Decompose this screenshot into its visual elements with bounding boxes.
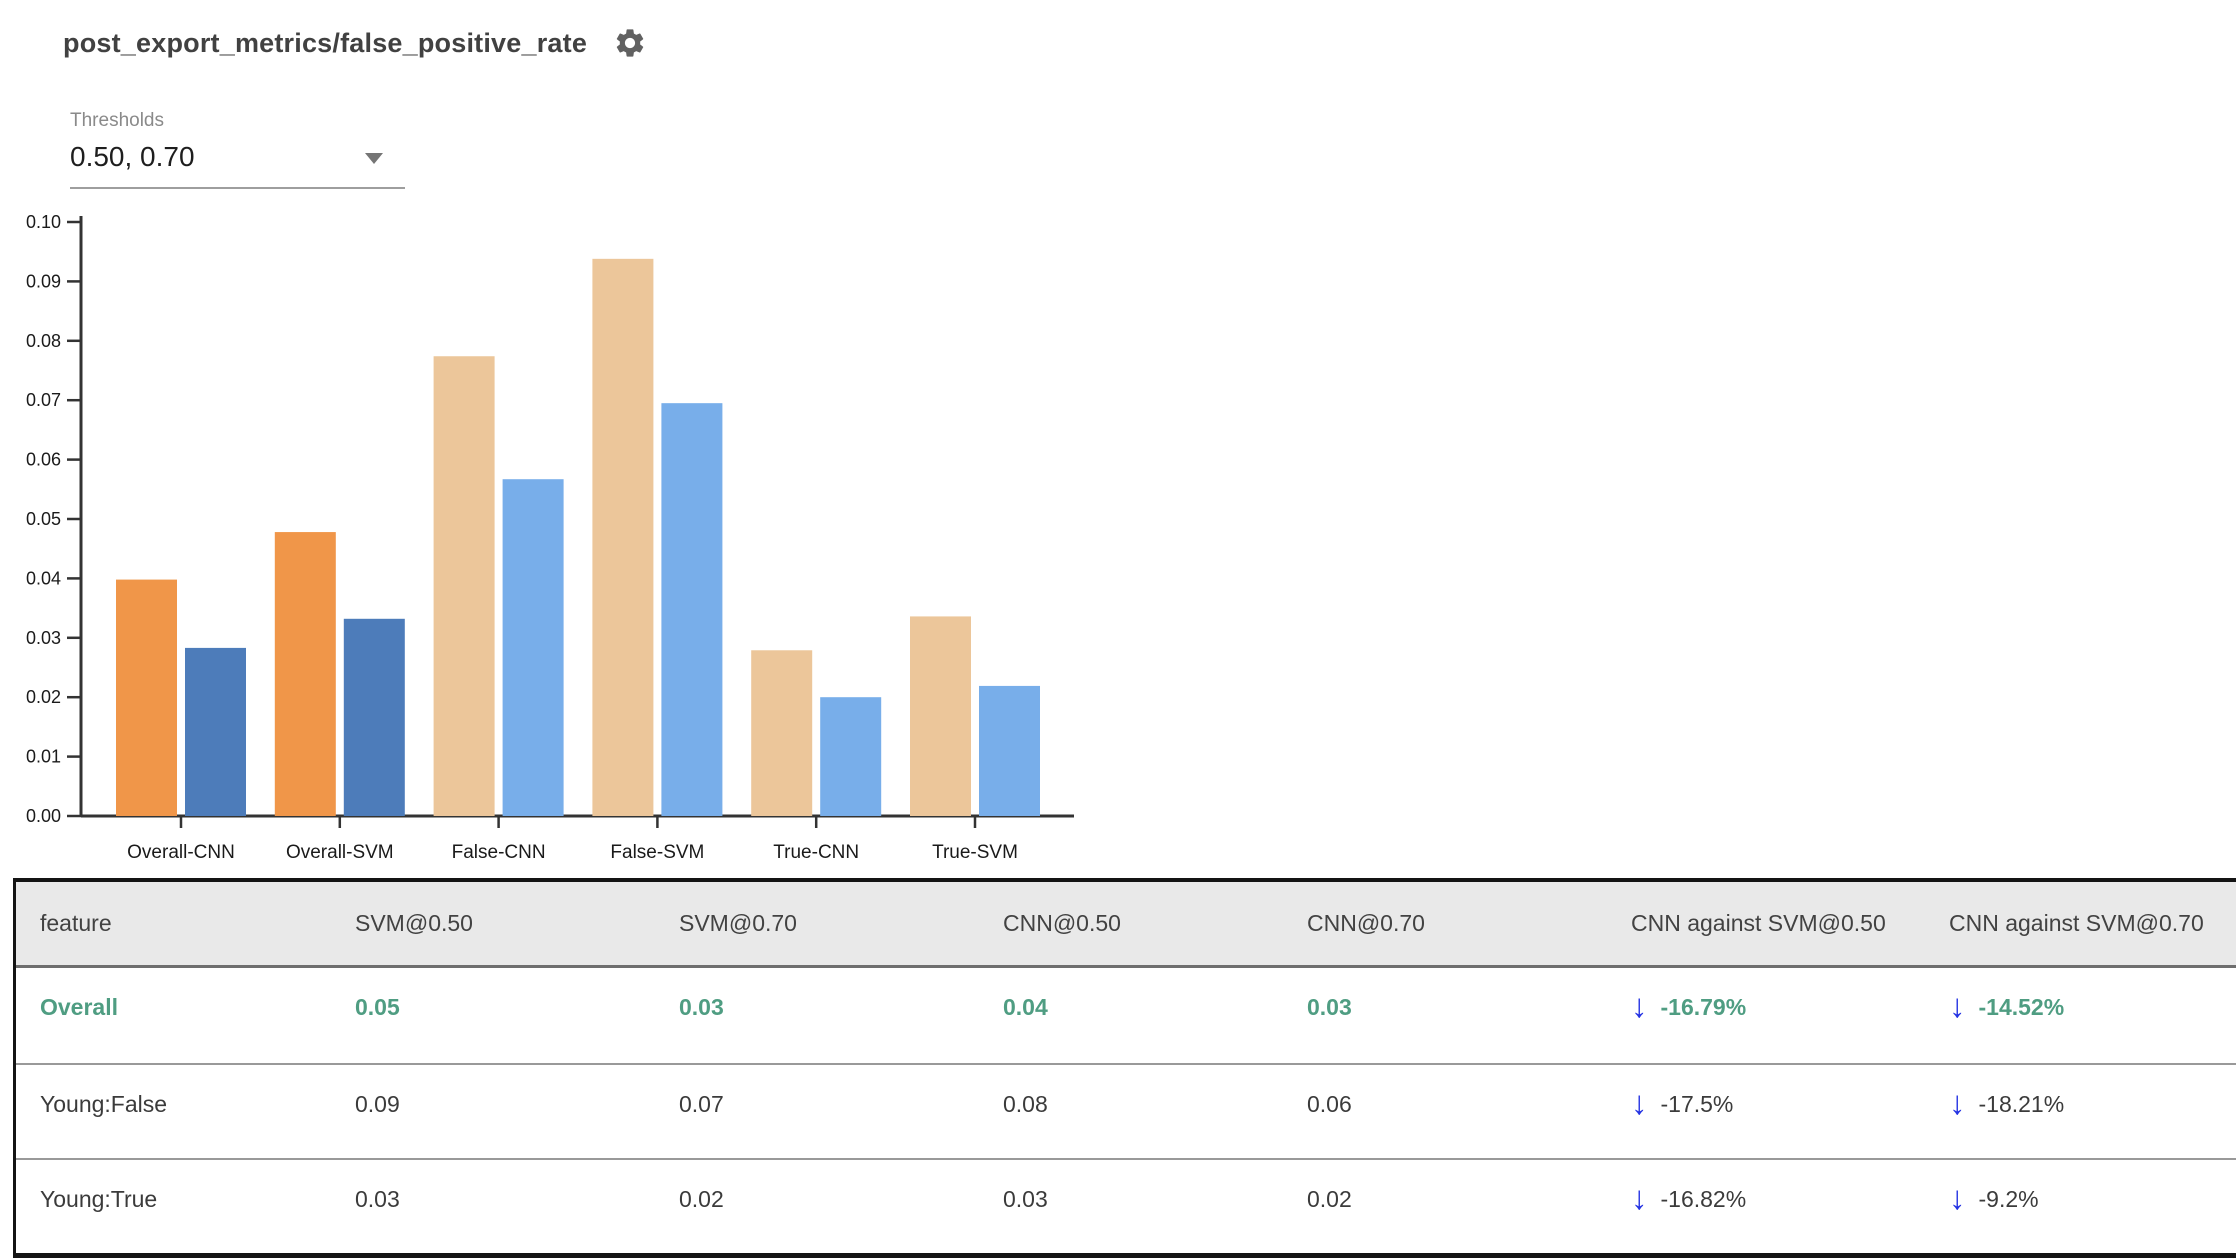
x-axis-category-label: False-CNN <box>452 842 546 863</box>
feature-cell: Young:True <box>40 1186 158 1212</box>
delta-value: -9.2% <box>1978 1186 2039 1212</box>
metric-value-cell: 0.03 <box>355 1186 400 1212</box>
down-arrow-icon: ↓ <box>1631 1084 1648 1121</box>
table-header-row: feature SVM@0.50 SVM@0.70 CNN@0.50 CNN@0.70 C… <box>16 882 2236 968</box>
delta-cell: ↓ -9.2% <box>1925 1160 2236 1216</box>
gear-icon[interactable] <box>613 26 647 60</box>
delta-cell: ↓ -18.21% <box>1925 1065 2236 1121</box>
down-arrow-icon: ↓ <box>1631 987 1648 1024</box>
down-arrow-icon: ↓ <box>1949 987 1966 1024</box>
y-axis-tick-label: 0.09 <box>26 271 61 291</box>
chevron-down-icon <box>365 153 383 164</box>
delta-value: -17.5% <box>1660 1091 1734 1117</box>
metric-value-cell: 0.04 <box>1003 994 1048 1020</box>
metric-value-cell: 0.02 <box>1307 1186 1352 1212</box>
y-axis-tick-label: 0.02 <box>26 687 61 707</box>
y-axis-tick-label: 0.04 <box>26 568 61 588</box>
bar-False-SVM-threshold0.50 <box>592 258 654 816</box>
metric-value-cell: 0.03 <box>1003 1186 1048 1212</box>
column-header-cnn-0-50: CNN@0.50 <box>1003 910 1121 936</box>
metric-value-cell: 0.03 <box>1307 994 1352 1020</box>
down-arrow-icon: ↓ <box>1631 1179 1648 1216</box>
delta-value: -16.79% <box>1660 994 1747 1020</box>
y-axis-tick-label: 0.08 <box>26 331 61 351</box>
metric-value-cell: 0.02 <box>679 1186 724 1212</box>
metric-header: post_export_metrics/false_positive_rate <box>63 26 647 60</box>
bar-Overall-CNN-threshold0.70 <box>185 647 246 816</box>
y-axis-tick-label: 0.05 <box>26 509 61 529</box>
table-row-young-false: Young:False 0.09 0.07 0.08 0.06 ↓ -17.5% ↓ -18.2… <box>16 1063 2236 1158</box>
bar-True-SVM-threshold0.50 <box>910 616 971 816</box>
bar-True-CNN-threshold0.50 <box>751 650 813 816</box>
bar-False-CNN-threshold0.70 <box>502 479 564 816</box>
bar-Overall-CNN-threshold0.50 <box>116 579 177 816</box>
delta-cell: ↓ -16.79% <box>1607 968 1925 1024</box>
y-axis-tick-label: 0.10 <box>26 212 61 232</box>
y-axis-tick-label: 0.00 <box>26 806 61 826</box>
column-header-cnn-against-svm-0-70: CNN against SVM@0.70 <box>1949 910 2204 936</box>
delta-value: -14.52% <box>1978 994 2065 1020</box>
x-axis-category-label: False-SVM <box>610 842 704 863</box>
delta-cell: ↓ -17.5% <box>1607 1065 1925 1121</box>
column-header-svm-0-70: SVM@0.70 <box>679 910 797 936</box>
thresholds-label: Thresholds <box>70 110 164 131</box>
bar-False-CNN-threshold0.50 <box>433 356 495 816</box>
down-arrow-icon: ↓ <box>1949 1084 1966 1121</box>
feature-cell: Overall <box>40 994 118 1020</box>
metric-value-cell: 0.03 <box>679 994 724 1020</box>
thresholds-value: 0.50, 0.70 <box>70 141 195 172</box>
x-axis-category-label: Overall-SVM <box>286 842 394 863</box>
y-axis-tick-label: 0.07 <box>26 390 61 410</box>
thresholds-dropdown[interactable]: Thresholds 0.50, 0.70 <box>70 110 405 189</box>
y-axis-tick-label: 0.01 <box>26 747 61 767</box>
feature-cell: Young:False <box>40 1091 168 1117</box>
bar-Overall-SVM-threshold0.50 <box>274 532 336 816</box>
table-row-young-true: Young:True 0.03 0.02 0.03 0.02 ↓ -16.82% ↓ -9.2% <box>16 1158 2236 1253</box>
y-axis-tick-label: 0.06 <box>26 450 61 470</box>
x-axis-category-label: True-CNN <box>773 842 859 863</box>
x-axis-category-label: Overall-CNN <box>127 842 235 863</box>
column-header-feature: feature <box>40 910 112 936</box>
page-title: post_export_metrics/false_positive_rate <box>63 27 588 58</box>
delta-cell: ↓ -14.52% <box>1925 968 2236 1024</box>
delta-value: -16.82% <box>1660 1186 1747 1212</box>
metric-value-cell: 0.06 <box>1307 1091 1352 1117</box>
metric-value-cell: 0.05 <box>355 994 400 1020</box>
metric-value-cell: 0.07 <box>679 1091 724 1117</box>
y-axis-tick-label: 0.03 <box>26 628 61 648</box>
delta-cell: ↓ -16.82% <box>1607 1160 1925 1216</box>
down-arrow-icon: ↓ <box>1949 1179 1966 1216</box>
bar-Overall-SVM-threshold0.70 <box>343 618 405 816</box>
column-header-svm-0-50: SVM@0.50 <box>355 910 473 936</box>
bar-True-CNN-threshold0.70 <box>820 697 882 816</box>
column-header-cnn-0-70: CNN@0.70 <box>1307 910 1425 936</box>
bar-False-SVM-threshold0.70 <box>661 403 723 816</box>
thresholds-select[interactable]: 0.50, 0.70 <box>70 141 405 189</box>
table-body: Overall 0.05 0.03 0.04 0.03 ↓ -16.79% ↓ -14.52% Y… <box>16 968 2236 1253</box>
delta-value: -18.21% <box>1978 1091 2065 1117</box>
metrics-table: feature SVM@0.50 SVM@0.70 CNN@0.50 CNN@0.70 C… <box>13 878 2236 1258</box>
metric-value-cell: 0.08 <box>1003 1091 1048 1117</box>
table-row-overall: Overall 0.05 0.03 0.04 0.03 ↓ -16.79% ↓ -14.52% <box>16 968 2236 1063</box>
column-header-cnn-against-svm-0-50: CNN against SVM@0.50 <box>1631 910 1886 936</box>
bar-True-SVM-threshold0.70 <box>979 685 1040 816</box>
x-axis-category-label: True-SVM <box>932 842 1018 863</box>
metric-value-cell: 0.09 <box>355 1091 400 1117</box>
